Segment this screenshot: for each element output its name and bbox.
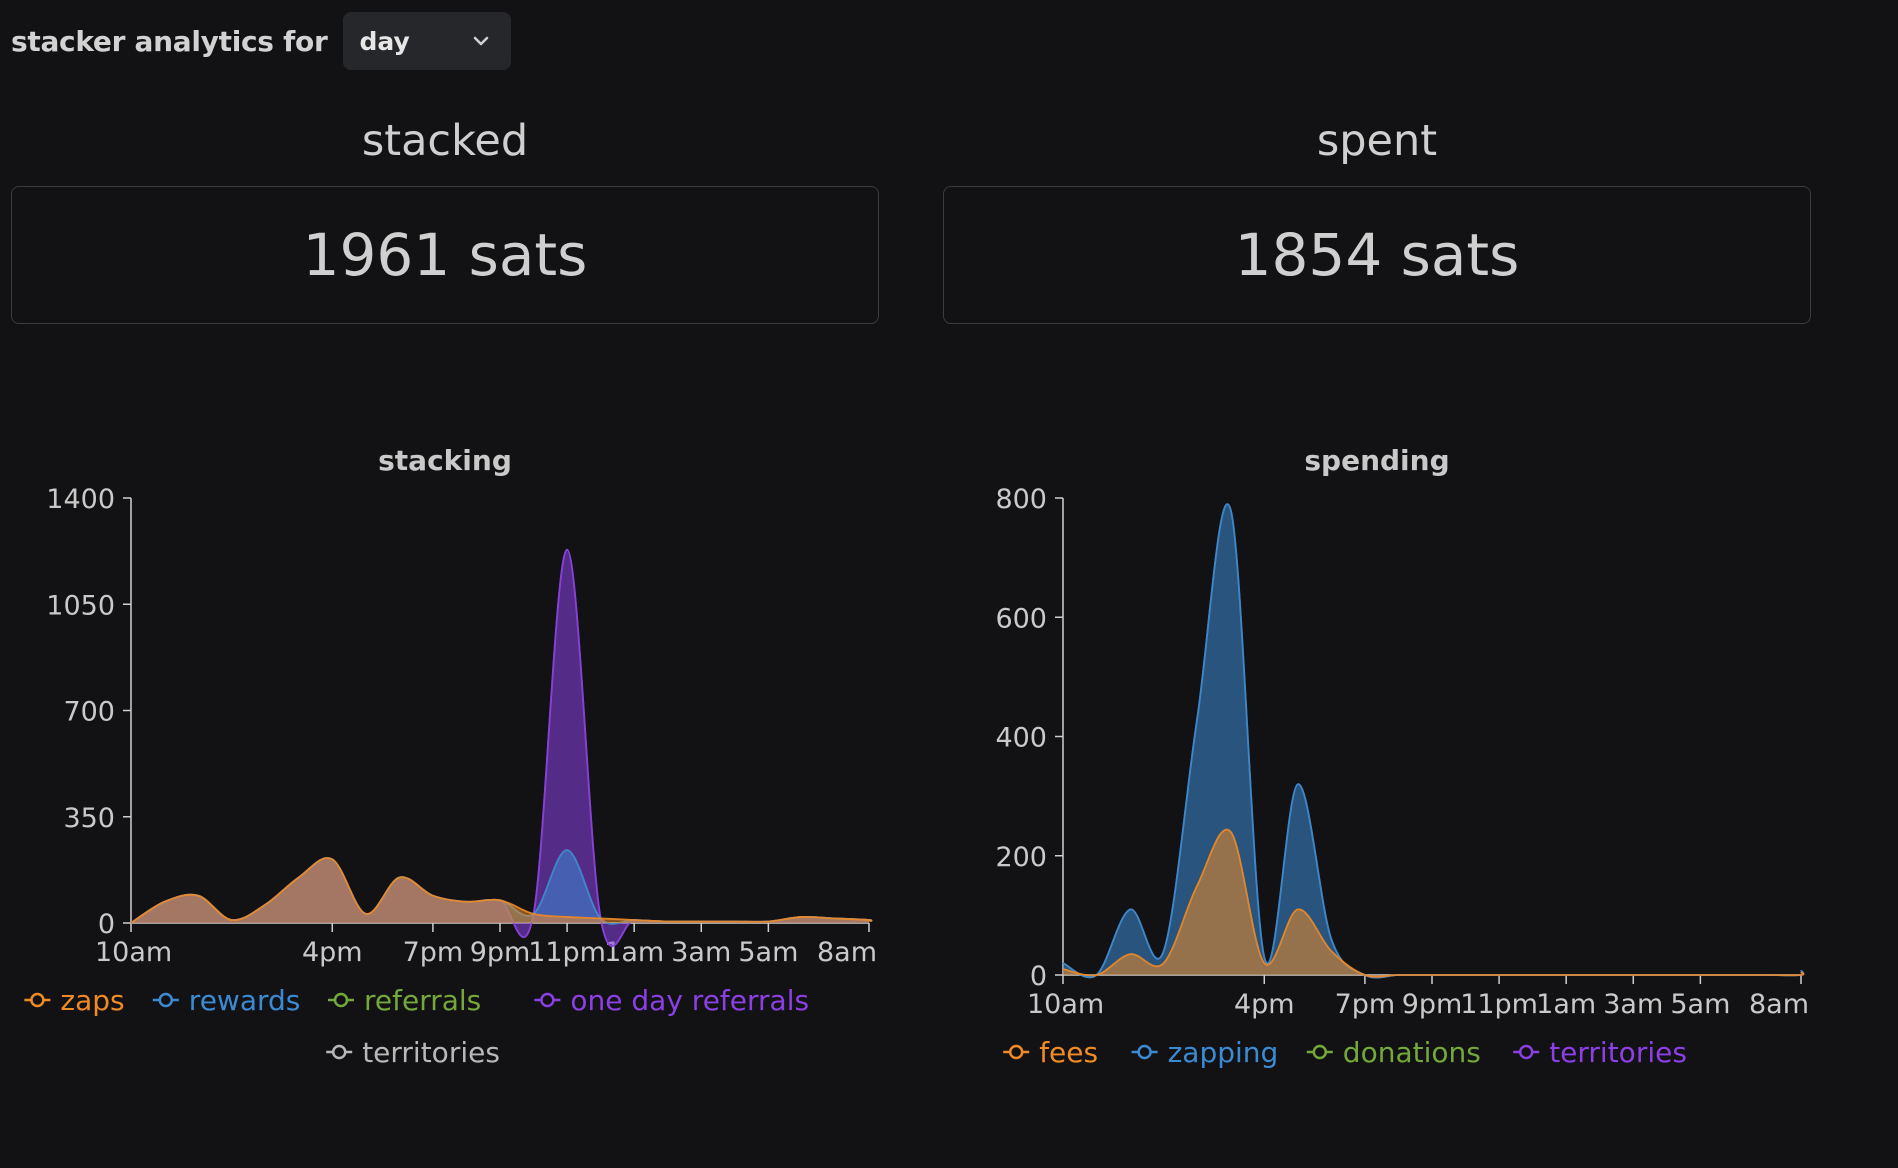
x-tick-label: 7pm <box>1335 989 1396 1020</box>
legend-label: fees <box>1039 1036 1098 1069</box>
stacking-chart-title: stacking <box>378 444 512 477</box>
series-area-one-day-referrals <box>131 549 872 947</box>
legend-item-referrals[interactable]: referrals <box>328 984 481 1017</box>
series-line-zaps <box>130 857 873 924</box>
x-tick-label: 5am <box>738 937 798 968</box>
legend-label: zapping <box>1168 1036 1279 1069</box>
period-select[interactable]: day <box>343 12 512 70</box>
x-tick-label: 8am <box>817 937 877 968</box>
series-area-territories <box>131 550 871 947</box>
x-tick-label: 8am <box>1749 989 1809 1020</box>
header-label: stacker analytics for <box>11 24 328 58</box>
y-tick-label: 700 <box>63 697 115 728</box>
x-tick-label: 4pm <box>302 937 363 968</box>
y-tick-label: 600 <box>995 603 1047 634</box>
spending-chart-title: spending <box>1304 444 1449 477</box>
legend-marker-dot <box>1518 1044 1534 1060</box>
y-tick-label: 1050 <box>46 590 115 621</box>
legend-item-one-day-referrals[interactable]: one day referrals <box>534 984 809 1017</box>
legend-label: rewards <box>189 984 301 1017</box>
legend-label: zaps <box>60 984 124 1017</box>
legend-item-fees[interactable]: fees <box>1003 1036 1098 1069</box>
x-tick-label: 9pm <box>470 937 531 968</box>
y-tick-label: 200 <box>995 842 1047 873</box>
legend-marker-dot <box>30 992 45 1008</box>
series-line-fees <box>1062 828 1805 978</box>
x-tick-label: 3am <box>671 937 731 968</box>
legend-item-donations[interactable]: donations <box>1306 1036 1481 1069</box>
series-area-zapping <box>1063 504 1804 978</box>
analytics-header: stacker analytics for day <box>11 12 512 70</box>
x-tick-label: 1am <box>1536 989 1596 1020</box>
x-tick-label: 11pm <box>1460 989 1538 1020</box>
legend-marker-dot <box>1137 1044 1152 1060</box>
y-tick-label: 0 <box>98 909 115 940</box>
legend-item-zaps[interactable]: zaps <box>24 984 125 1017</box>
x-tick-label: 9pm <box>1402 989 1463 1020</box>
stacked-title: stacked <box>361 116 529 166</box>
x-tick-label: 11pm <box>528 937 606 968</box>
y-tick-label: 1400 <box>46 484 115 515</box>
spent-total-value: 1854 sats <box>1234 221 1520 289</box>
y-tick-label: 400 <box>995 723 1047 754</box>
series-line-one-day-referrals <box>130 548 873 948</box>
legend-label: referrals <box>364 984 481 1017</box>
legend-label: donations <box>1343 1036 1481 1069</box>
x-tick-label: 10am <box>1027 989 1104 1020</box>
x-tick-label: 4pm <box>1234 989 1295 1020</box>
legend-marker-dot <box>331 1044 347 1060</box>
legend-marker-dot <box>158 992 174 1008</box>
legend-label: territories <box>1549 1036 1687 1069</box>
x-tick-label: 7pm <box>403 937 464 968</box>
legend-marker-dot <box>1008 1044 1024 1060</box>
spent-total-card: 1854 sats <box>943 186 1811 324</box>
y-tick-label: 800 <box>995 484 1047 515</box>
legend-item-zapping[interactable]: zapping <box>1131 1036 1279 1069</box>
y-tick-label: 350 <box>63 803 115 834</box>
spending-chart: spending 0 200 400 600 800 10am 4pm 7pm 9pm11pm1a… <box>995 444 1809 1069</box>
stacked-total-value: 1961 sats <box>302 221 588 289</box>
legend-marker-dot <box>540 992 555 1008</box>
series-area-zaps <box>131 857 872 923</box>
legend-item-territories[interactable]: territories <box>326 1036 500 1069</box>
stacked-total-card: 1961 sats <box>11 186 879 324</box>
legend-label: one day referrals <box>570 984 809 1017</box>
spent-title: spent <box>1316 116 1438 166</box>
series-line-territories <box>130 548 873 948</box>
legend-marker-dot <box>333 992 349 1008</box>
legend-label: territories <box>362 1036 500 1069</box>
chevron-down-icon <box>474 36 489 46</box>
legend-item-rewards[interactable]: rewards <box>152 984 301 1017</box>
stacking-chart: stacking 0 350 700 1050 1400 10am 4pm 7pm 9pm11pm… <box>24 444 877 1069</box>
series-area-fees <box>1063 829 1804 977</box>
x-tick-label: 3am <box>1603 989 1663 1020</box>
x-tick-label: 10am <box>95 937 172 968</box>
legend-marker-dot <box>1312 1044 1328 1060</box>
y-tick-label: 0 <box>1030 961 1047 992</box>
period-select-value: day <box>359 26 410 56</box>
legend-item-territories[interactable]: territories <box>1513 1036 1687 1069</box>
x-tick-label: 5am <box>1670 989 1730 1020</box>
